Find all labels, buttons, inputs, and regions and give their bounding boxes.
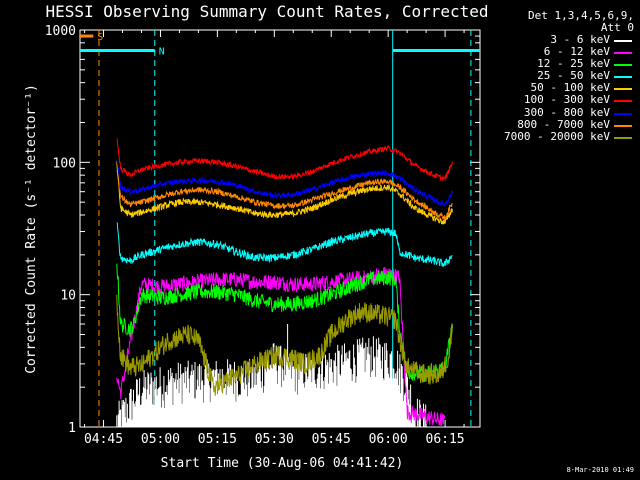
legend-label: 7000 - 20000 keV (504, 129, 610, 143)
legend-label: 100 - 300 keV (523, 93, 610, 107)
series-line (116, 294, 453, 396)
x-tick-label: 05:15 (198, 432, 237, 447)
series-line (116, 263, 453, 383)
series-line (116, 159, 453, 208)
x-tick-label: 06:15 (426, 432, 465, 447)
flag-label: S (97, 32, 103, 43)
legend-label: 12 - 25 keV (537, 57, 610, 71)
series-line (116, 138, 453, 182)
x-tick-label: 04:45 (84, 432, 123, 447)
legend-label: 800 - 7000 keV (517, 117, 610, 131)
legend-label: 3 - 6 keV (550, 33, 610, 46)
flag-label: N (159, 46, 165, 57)
chart-title: HESSI Observing Summary Count Rates, Cor… (45, 2, 488, 21)
y-axis-label: Corrected Count Rate (s⁻¹ detector⁻¹) (24, 84, 39, 374)
legend-swatch (614, 64, 632, 67)
legend-header-line-1: Det 1,3,4,5,6,9, (528, 9, 634, 22)
legend-label: 300 - 800 keV (523, 105, 610, 119)
legend-entry: 300 - 800 keV (482, 105, 634, 119)
series-line (116, 324, 427, 427)
legend-entry: 100 - 300 keV (482, 94, 634, 106)
x-tick-label: 05:00 (141, 432, 180, 447)
legend-label: 25 - 50 keV (537, 69, 610, 83)
legend-entry: 3 - 6 keV (482, 34, 634, 46)
series-line (116, 170, 453, 221)
series-line (116, 161, 453, 225)
x-tick-label: 05:45 (312, 432, 351, 447)
legend-swatch (614, 124, 632, 127)
y-tick-label: 1 (68, 421, 76, 436)
series-line (116, 222, 453, 267)
legend-entry: 25 - 50 keV (482, 70, 634, 82)
series-line (116, 266, 446, 428)
legend-entry: 12 - 25 keV (482, 58, 634, 70)
legend-swatch (614, 112, 632, 115)
x-axis-label: Start Time (30-Aug-06 04:41:42) (161, 456, 404, 471)
legend-label: 6 - 12 keV (543, 45, 610, 59)
timestamp-stamp: 8-Mar-2010 01:49 (566, 466, 634, 474)
y-tick-label: 10 (60, 289, 76, 304)
y-tick-label: 1000 (45, 24, 76, 39)
x-tick-label: 06:00 (369, 432, 408, 447)
legend-swatch (614, 40, 632, 42)
legend: Det 1,3,4,5,6,9, Att 0 3 - 6 keV 6 - 12 k… (482, 10, 634, 143)
legend-entry: 800 - 7000 keV (482, 117, 634, 131)
x-tick-label: 05:30 (255, 432, 294, 447)
legend-header-line-2: Att 0 (600, 21, 634, 34)
legend-label: 50 - 100 keV (530, 81, 610, 95)
legend-swatch (614, 136, 632, 139)
legend-swatch (614, 52, 632, 55)
legend-entry: 50 - 100 keV (482, 82, 634, 94)
legend-entry: 7000 - 20000 keV (482, 129, 634, 143)
legend-swatch (614, 100, 632, 103)
legend-entry: 6 - 12 keV (482, 46, 634, 58)
legend-swatch (614, 76, 632, 79)
y-tick-label: 100 (53, 156, 76, 171)
legend-swatch (614, 88, 632, 91)
